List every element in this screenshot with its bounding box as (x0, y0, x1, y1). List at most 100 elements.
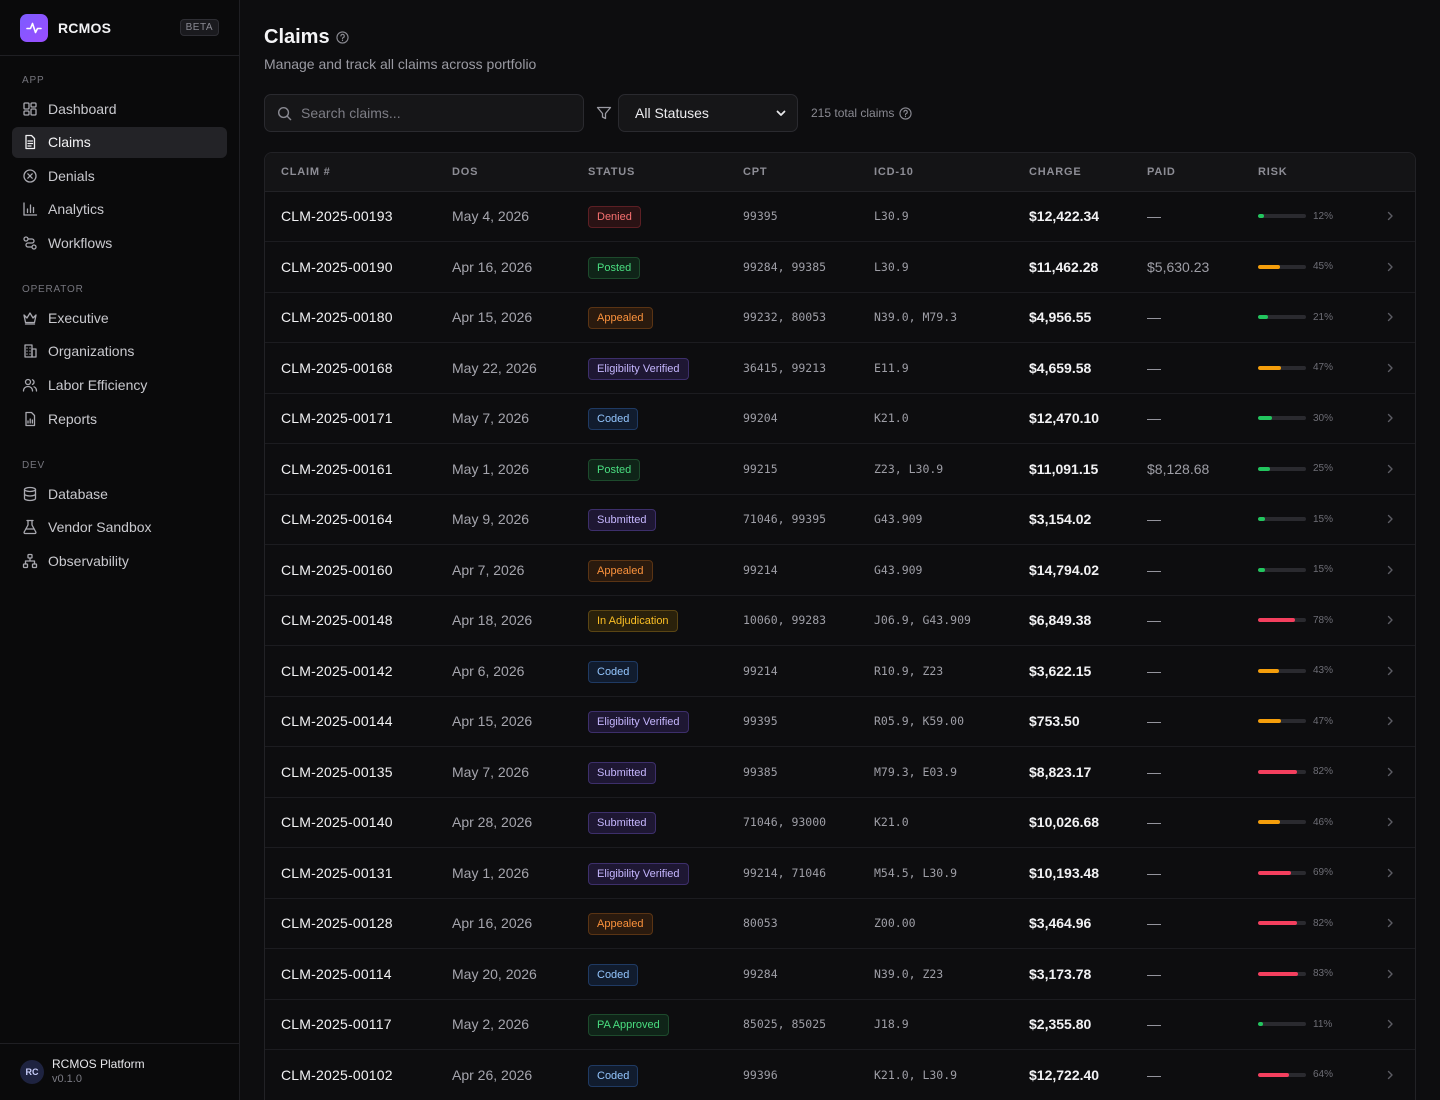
chevron-right-icon[interactable] (1384, 715, 1415, 727)
row-action[interactable] (1384, 444, 1415, 495)
chevron-right-icon[interactable] (1384, 564, 1415, 576)
table-row[interactable]: CLM-2025-00171 May 7, 2026 Coded 99204 K21.0… (265, 393, 1415, 444)
row-action[interactable] (1384, 747, 1415, 798)
claim-number[interactable]: CLM-2025-00135 (281, 763, 393, 780)
claim-number[interactable]: CLM-2025-00128 (281, 915, 393, 932)
chevron-right-icon[interactable] (1384, 362, 1415, 374)
help-icon[interactable] (335, 31, 349, 44)
avatar[interactable]: RC (20, 1060, 44, 1084)
column-header-charge[interactable]: CHARGE (1029, 153, 1147, 192)
sidebar-item-organizations[interactable]: Organizations (12, 336, 227, 367)
chevron-right-icon[interactable] (1384, 210, 1415, 222)
column-header-icd[interactable]: ICD-10 (874, 153, 1029, 192)
claim-number[interactable]: CLM-2025-00148 (281, 612, 393, 629)
table-row[interactable]: CLM-2025-00102 Apr 26, 2026 Coded 99396 K21.… (265, 1050, 1415, 1100)
claim-number[interactable]: CLM-2025-00131 (281, 864, 393, 881)
table-row[interactable]: CLM-2025-00114 May 20, 2026 Coded 99284 N39.… (265, 949, 1415, 1000)
claim-number[interactable]: CLM-2025-00160 (281, 561, 393, 578)
table-row[interactable]: CLM-2025-00160 Apr 7, 2026 Appealed 99214 G4… (265, 545, 1415, 596)
table-row[interactable]: CLM-2025-00117 May 2, 2026 PA Approved 8502… (265, 999, 1415, 1050)
column-header-dos[interactable]: DOS (452, 153, 588, 192)
chevron-right-icon[interactable] (1384, 261, 1415, 273)
claim-number[interactable]: CLM-2025-00190 (281, 258, 393, 275)
filter-icon[interactable] (596, 105, 612, 121)
search-box[interactable] (264, 94, 584, 132)
claim-number[interactable]: CLM-2025-00117 (281, 1016, 392, 1033)
column-header-paid[interactable]: PAID (1147, 153, 1258, 192)
row-action[interactable] (1384, 393, 1415, 444)
table-row[interactable]: CLM-2025-00161 May 1, 2026 Posted 99215 Z23,… (265, 444, 1415, 495)
claim-number[interactable]: CLM-2025-00164 (281, 511, 393, 528)
table-row[interactable]: CLM-2025-00140 Apr 28, 2026 Submitted 71046… (265, 797, 1415, 848)
row-action[interactable] (1384, 292, 1415, 343)
table-row[interactable]: CLM-2025-00193 May 4, 2026 Denied 99395 L30.… (265, 191, 1415, 242)
row-action[interactable] (1384, 343, 1415, 394)
claim-number[interactable]: CLM-2025-00144 (281, 713, 393, 730)
column-header-cpt[interactable]: CPT (743, 153, 874, 192)
row-action[interactable] (1384, 999, 1415, 1050)
table-row[interactable]: CLM-2025-00135 May 7, 2026 Submitted 99385 M… (265, 747, 1415, 798)
row-action[interactable] (1384, 494, 1415, 545)
chevron-right-icon[interactable] (1384, 665, 1415, 677)
table-row[interactable]: CLM-2025-00142 Apr 6, 2026 Coded 99214 R10.9… (265, 646, 1415, 697)
chevron-right-icon[interactable] (1384, 311, 1415, 323)
row-action[interactable] (1384, 595, 1415, 646)
sidebar-footer[interactable]: RC RCMOS Platform v0.1.0 (0, 1043, 239, 1100)
column-header-claim[interactable]: CLAIM # (265, 153, 452, 192)
chevron-right-icon[interactable] (1384, 614, 1415, 626)
sidebar-item-labor-efficiency[interactable]: Labor Efficiency (12, 370, 227, 401)
sidebar-item-dashboard[interactable]: Dashboard (12, 93, 227, 124)
row-action[interactable] (1384, 545, 1415, 596)
row-action[interactable] (1384, 696, 1415, 747)
chevron-right-icon[interactable] (1384, 513, 1415, 525)
chevron-right-icon[interactable] (1384, 463, 1415, 475)
row-action[interactable] (1384, 848, 1415, 899)
sidebar-item-executive[interactable]: Executive (12, 302, 227, 333)
chevron-right-icon[interactable] (1384, 1069, 1415, 1081)
claim-number[interactable]: CLM-2025-00140 (281, 814, 393, 831)
sidebar-item-claims[interactable]: Claims (12, 126, 227, 158)
claim-number[interactable]: CLM-2025-00180 (281, 309, 393, 326)
chevron-right-icon[interactable] (1384, 917, 1415, 929)
claim-number[interactable]: CLM-2025-00171 (281, 410, 393, 427)
row-action[interactable] (1384, 898, 1415, 949)
table-row[interactable]: CLM-2025-00180 Apr 15, 2026 Appealed 99232,… (265, 292, 1415, 343)
search-input[interactable] (301, 105, 561, 121)
sidebar-item-analytics[interactable]: Analytics (12, 194, 227, 225)
sidebar-item-vendor-sandbox[interactable]: Vendor Sandbox (12, 512, 227, 543)
column-header-risk[interactable]: RISK (1258, 153, 1384, 192)
status-filter-select[interactable]: All Statuses (618, 94, 798, 132)
table-row[interactable]: CLM-2025-00144 Apr 15, 2026 Eligibility Ve… (265, 696, 1415, 747)
row-action[interactable] (1384, 1050, 1415, 1100)
table-row[interactable]: CLM-2025-00148 Apr 18, 2026 In Adjudicatio… (265, 595, 1415, 646)
chevron-right-icon[interactable] (1384, 412, 1415, 424)
chevron-right-icon[interactable] (1384, 816, 1415, 828)
sidebar-item-workflows[interactable]: Workflows (12, 227, 227, 258)
help-icon[interactable] (899, 106, 913, 120)
pulse-logo-icon[interactable] (20, 13, 48, 42)
sidebar-item-observability[interactable]: Observability (12, 545, 227, 576)
sidebar-item-database[interactable]: Database (12, 478, 227, 509)
sidebar-item-denials[interactable]: Denials (12, 160, 227, 191)
chevron-right-icon[interactable] (1384, 968, 1415, 980)
table-row[interactable]: CLM-2025-00128 Apr 16, 2026 Appealed 80053 Z… (265, 898, 1415, 949)
table-row[interactable]: CLM-2025-00164 May 9, 2026 Submitted 71046,… (265, 494, 1415, 545)
table-row[interactable]: CLM-2025-00131 May 1, 2026 Eligibility Ver… (265, 848, 1415, 899)
chevron-right-icon[interactable] (1384, 766, 1415, 778)
claim-number[interactable]: CLM-2025-00193 (281, 208, 393, 225)
chevron-right-icon[interactable] (1384, 1018, 1415, 1030)
sidebar-item-reports[interactable]: Reports (12, 403, 227, 434)
row-action[interactable] (1384, 242, 1415, 293)
row-action[interactable] (1384, 949, 1415, 1000)
row-action[interactable] (1384, 191, 1415, 242)
table-row[interactable]: CLM-2025-00190 Apr 16, 2026 Posted 99284, 9… (265, 242, 1415, 293)
column-header-status[interactable]: STATUS (588, 153, 743, 192)
row-action[interactable] (1384, 797, 1415, 848)
claim-number[interactable]: CLM-2025-00102 (281, 1066, 393, 1083)
claim-number[interactable]: CLM-2025-00168 (281, 359, 393, 376)
row-action[interactable] (1384, 646, 1415, 697)
claim-number[interactable]: CLM-2025-00114 (281, 965, 392, 982)
table-row[interactable]: CLM-2025-00168 May 22, 2026 Eligibility Ve… (265, 343, 1415, 394)
claim-number[interactable]: CLM-2025-00161 (281, 460, 393, 477)
chevron-right-icon[interactable] (1384, 867, 1415, 879)
